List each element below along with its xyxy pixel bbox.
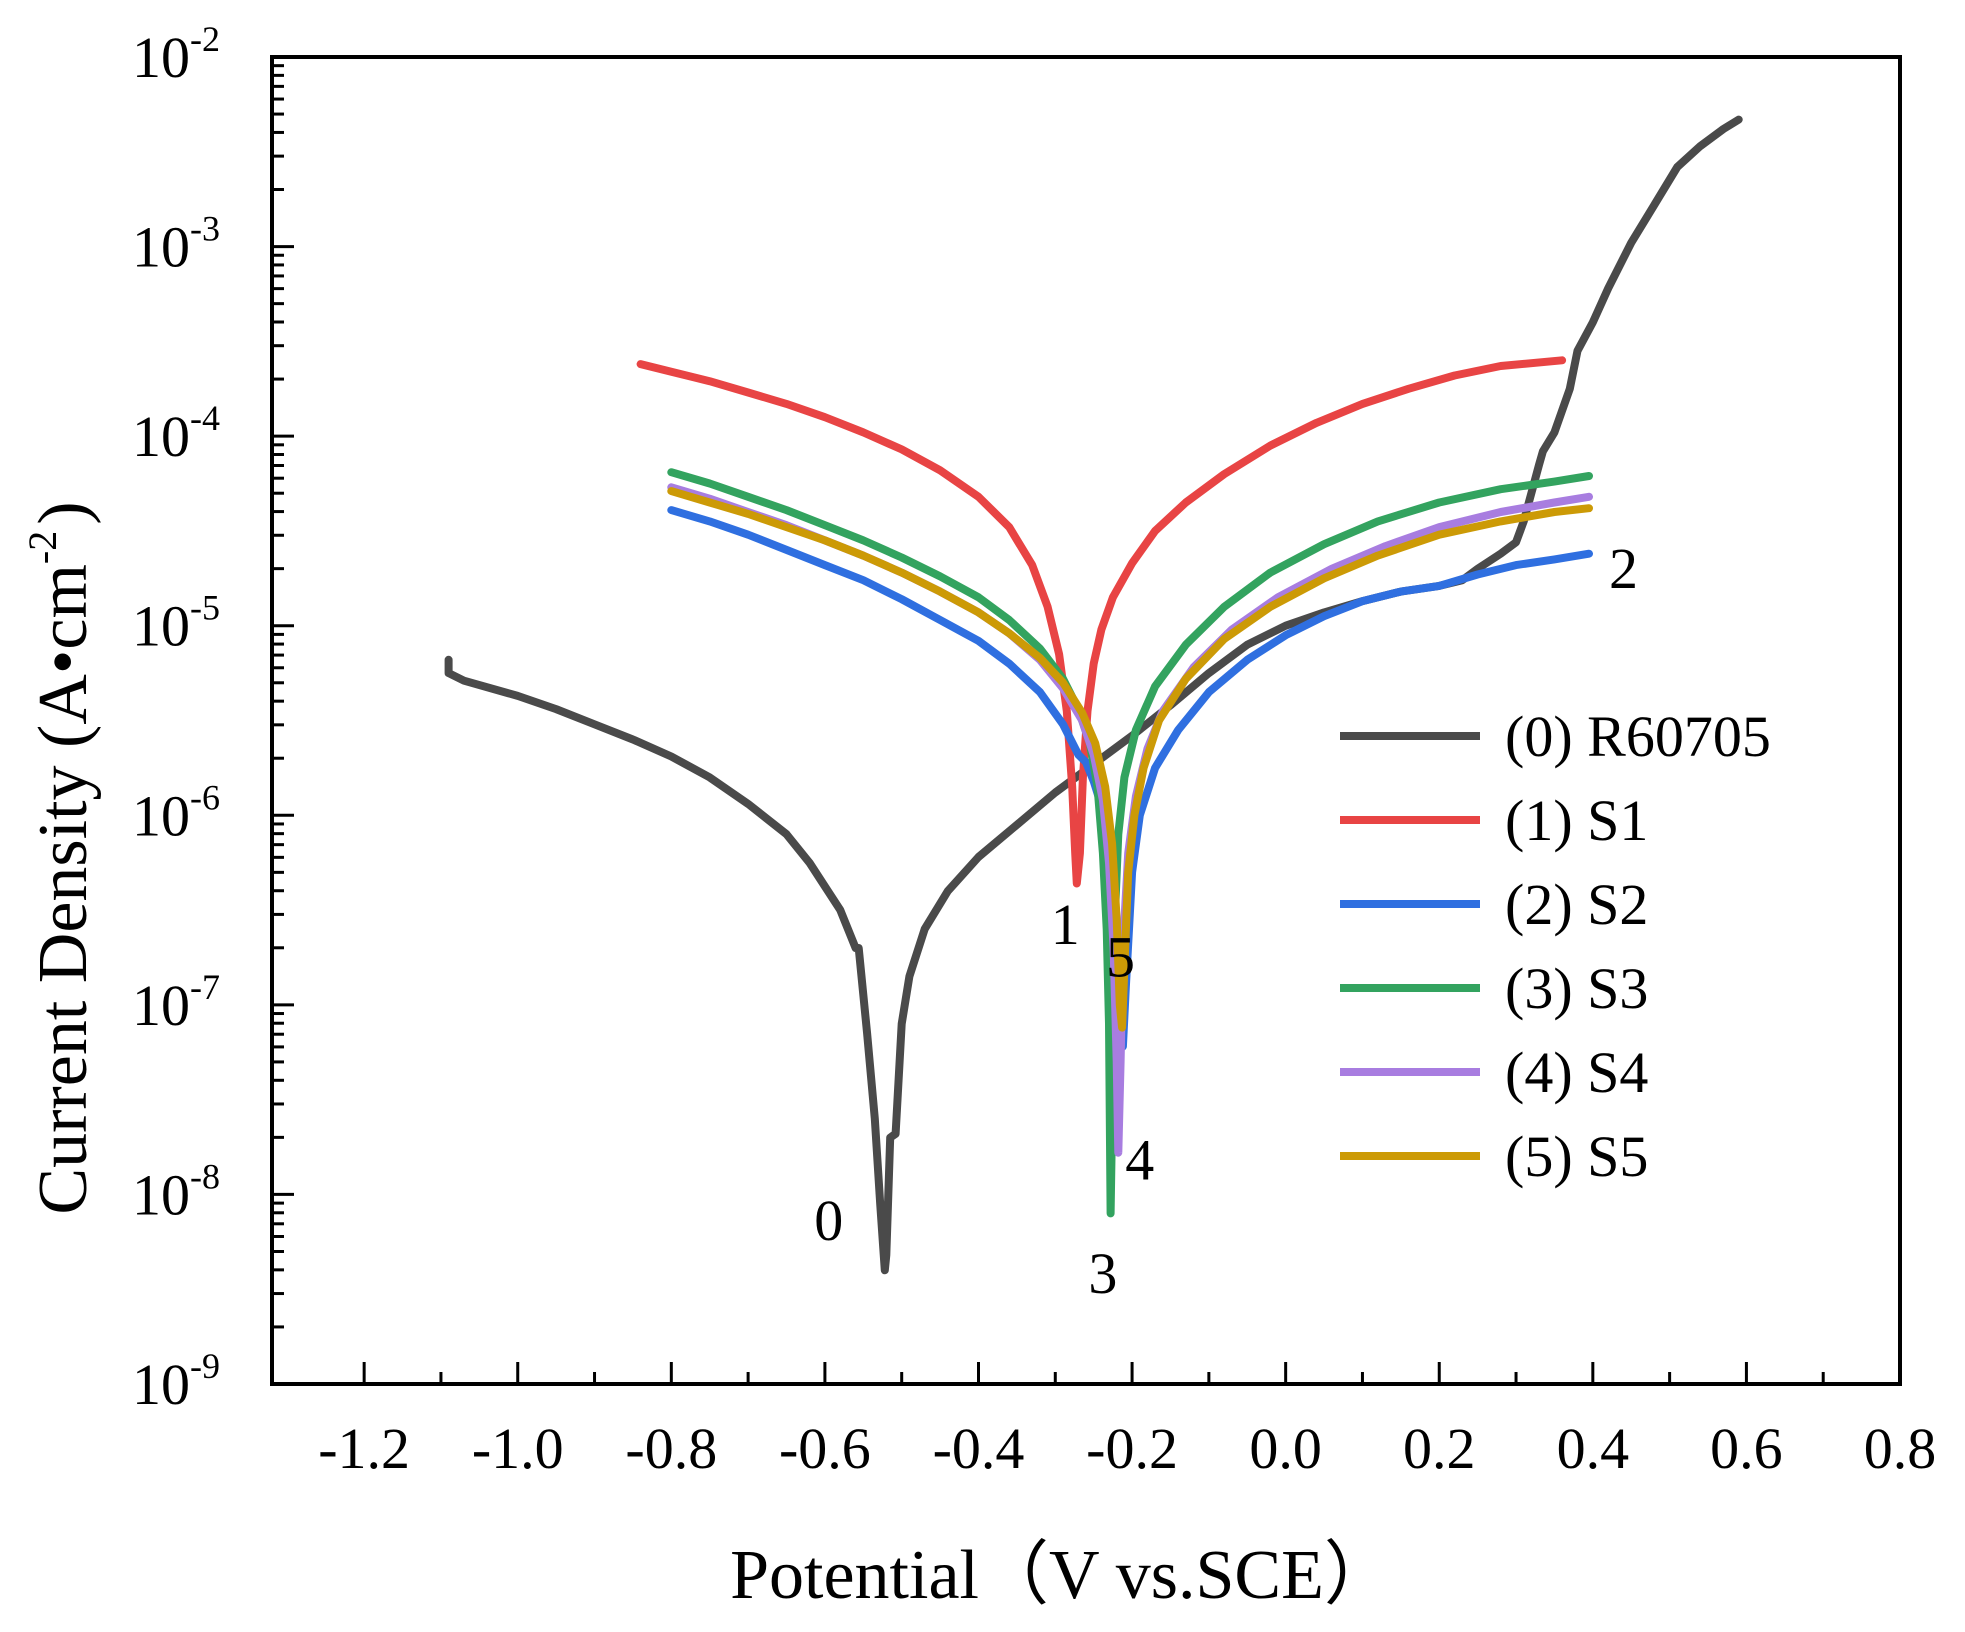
y-tick-base: 10 (132, 215, 190, 280)
y-tick-exponent: -8 (190, 1156, 220, 1196)
y-tick-label: 10-8 (132, 1156, 220, 1227)
y-tick-exponent: -6 (190, 777, 220, 817)
curve-label: 4 (1125, 1127, 1154, 1192)
series-layer (444, 115, 1743, 1275)
y-tick-exponent: -4 (190, 398, 220, 438)
y-axis-title-close: ) (25, 501, 102, 524)
y-tick-exponent: -9 (190, 1346, 220, 1386)
curve-label: 5 (1106, 924, 1135, 989)
x-axis-title: Potential（V vs.SCE） (730, 1537, 1394, 1614)
y-tick-base: 10 (132, 404, 190, 469)
series-line-1 (636, 356, 1567, 888)
x-tick-label: -0.6 (779, 1416, 871, 1481)
y-tick-base: 10 (132, 973, 190, 1038)
y-tick-label: 10-6 (132, 777, 220, 848)
y-tick-label: 10-5 (132, 588, 220, 659)
x-tick-label: -0.8 (625, 1416, 717, 1481)
y-tick-base: 10 (132, 25, 190, 90)
y-tick-exponent: -2 (190, 19, 220, 59)
legend-label: (5) S5 (1505, 1124, 1648, 1189)
x-tick-label: -1.0 (472, 1416, 564, 1481)
x-tick-label: 0.2 (1403, 1416, 1476, 1481)
x-tick-label: 0.6 (1710, 1416, 1783, 1481)
x-tick-label: 0.8 (1864, 1416, 1937, 1481)
y-tick-base: 10 (132, 1352, 190, 1417)
legend-label: (0) R60705 (1505, 704, 1771, 769)
legend: (0) R60705 (1) S1 (2) S2 (3) S3 (4) S4 (5) S5 (1340, 704, 1771, 1189)
y-tick-exponent: -7 (190, 967, 220, 1007)
plot-frame (270, 55, 1902, 1386)
series-line-3 (667, 468, 1593, 1218)
y-tick-labels: 10-210-310-410-510-610-710-810-9 (132, 19, 220, 1417)
x-tick-label: 0.0 (1249, 1416, 1322, 1481)
series-line-5 (667, 487, 1593, 1032)
x-tick-label: -0.2 (1086, 1416, 1178, 1481)
legend-label: (1) S1 (1505, 788, 1648, 853)
legend-label: (4) S4 (1505, 1040, 1648, 1105)
y-tick-exponent: -3 (190, 209, 220, 249)
y-tick-label: 10-3 (132, 209, 220, 280)
curve-label: 3 (1088, 1241, 1117, 1306)
curve-label: 2 (1609, 536, 1638, 601)
y-tick-label: 10-2 (132, 19, 220, 90)
curve-label: 0 (814, 1188, 843, 1253)
x-tick-labels: -1.2 -1.0 -0.8 -0.6 -0.4 -0.2 0.0 0.2 0.4 0.6 0.8 (318, 1416, 1936, 1481)
curve-label: 1 (1051, 892, 1080, 957)
y-tick-base: 10 (132, 783, 190, 848)
y-axis-title-main: Current Density (A•cm (25, 564, 102, 1214)
y-tick-label: 10-4 (132, 398, 220, 469)
y-tick-base: 10 (132, 1162, 190, 1227)
y-axis-title: Current Density (A•cm-2) (20, 501, 102, 1214)
y-tick-base: 10 (132, 594, 190, 659)
x-tick-label: -1.2 (318, 1416, 410, 1481)
x-tick-label: 0.4 (1557, 1416, 1630, 1481)
y-tick-exponent: -5 (190, 588, 220, 628)
y-axis-title-exponent: -2 (20, 531, 65, 564)
curve-annotations: 0 1 2 34 5 (814, 536, 1638, 1306)
legend-label: (3) S3 (1505, 956, 1648, 1021)
x-tick-label: -0.4 (933, 1416, 1025, 1481)
y-tick-label: 10-7 (132, 967, 220, 1038)
y-tick-label: 10-9 (132, 1346, 220, 1417)
legend-label: (2) S2 (1505, 872, 1648, 937)
